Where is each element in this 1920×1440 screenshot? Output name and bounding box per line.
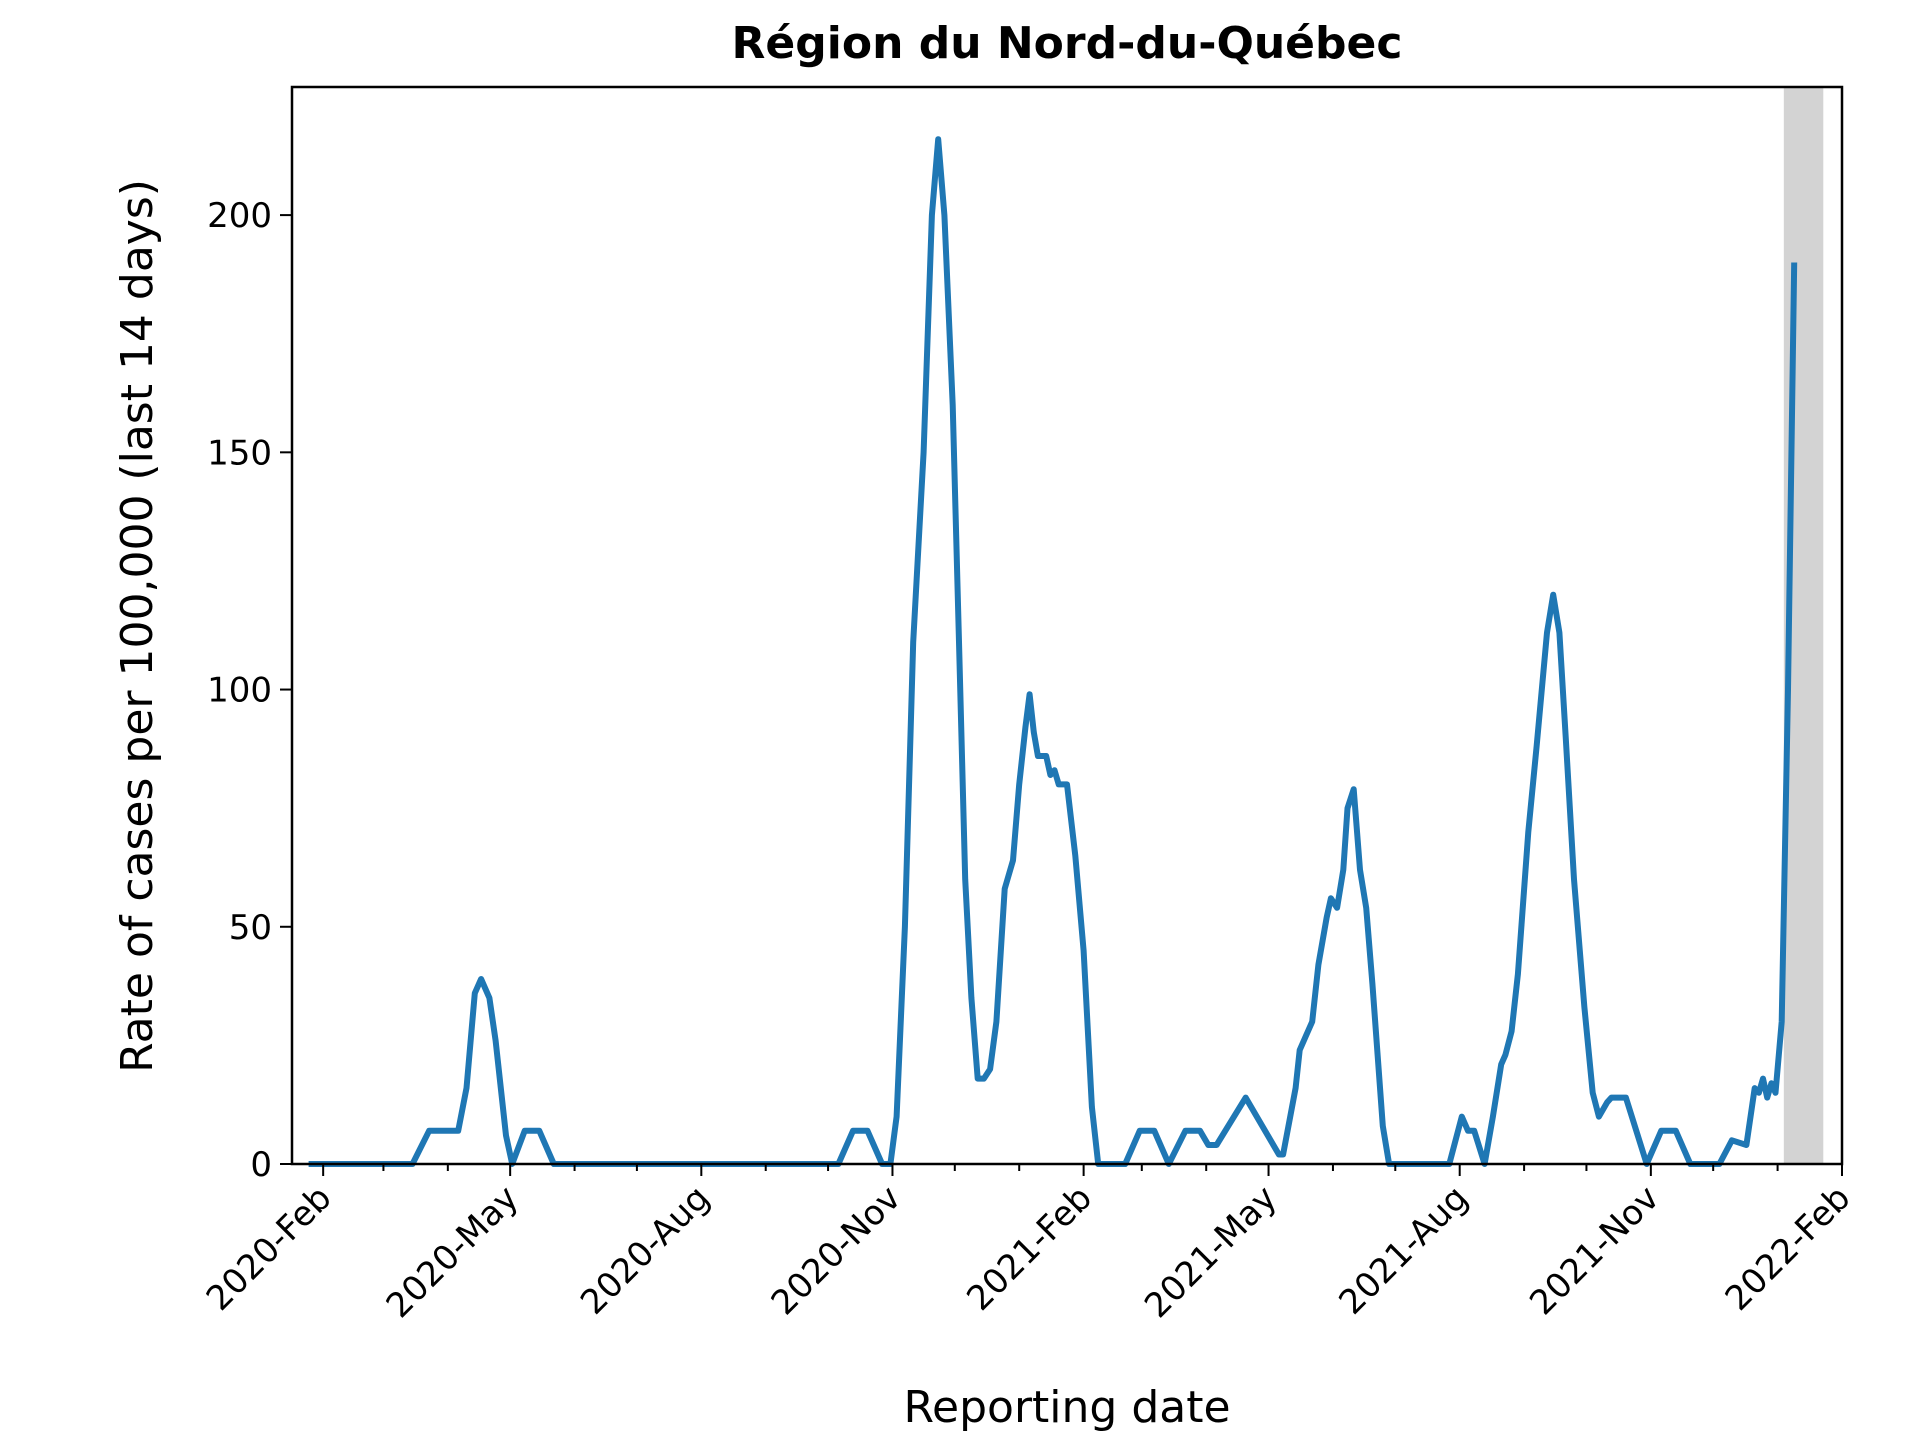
series-layer bbox=[308, 136, 1798, 1167]
x-tick-label: 2022-Feb bbox=[1718, 1178, 1859, 1319]
x-tick-label: 2020-May bbox=[379, 1178, 527, 1326]
y-tick-label: 200 bbox=[207, 196, 272, 236]
x-tick-label: 2020-Aug bbox=[573, 1178, 718, 1323]
y-tick-label: 100 bbox=[207, 671, 272, 711]
x-tick-label: 2021-Feb bbox=[959, 1178, 1100, 1319]
x-tick-label: 2020-Nov bbox=[764, 1178, 909, 1323]
y-tick-label: 0 bbox=[250, 1145, 272, 1185]
y-axis-label: Rate of cases per 100,000 (last 14 days) bbox=[112, 179, 163, 1073]
x-axis: 2020-Feb 2020-May 2020-Aug 2020-Nov 2021-Feb… bbox=[199, 1164, 1859, 1326]
y-tick-label: 50 bbox=[229, 908, 272, 948]
plot-frame bbox=[290, 85, 1844, 1166]
y-axis: 0 50 100 150 200 bbox=[207, 196, 292, 1185]
x-tick-label: 2021-Aug bbox=[1331, 1178, 1476, 1323]
series-line-0 bbox=[308, 136, 1798, 1167]
x-tick-label: 2021-May bbox=[1137, 1178, 1285, 1326]
x-axis-label: Reporting date bbox=[903, 1382, 1230, 1433]
x-tick-label: 2021-Nov bbox=[1522, 1178, 1667, 1323]
x-tick-label: 2020-Feb bbox=[199, 1178, 340, 1319]
y-tick-label: 150 bbox=[207, 433, 272, 473]
chart-title: Région du Nord-du-Québec bbox=[732, 18, 1403, 69]
